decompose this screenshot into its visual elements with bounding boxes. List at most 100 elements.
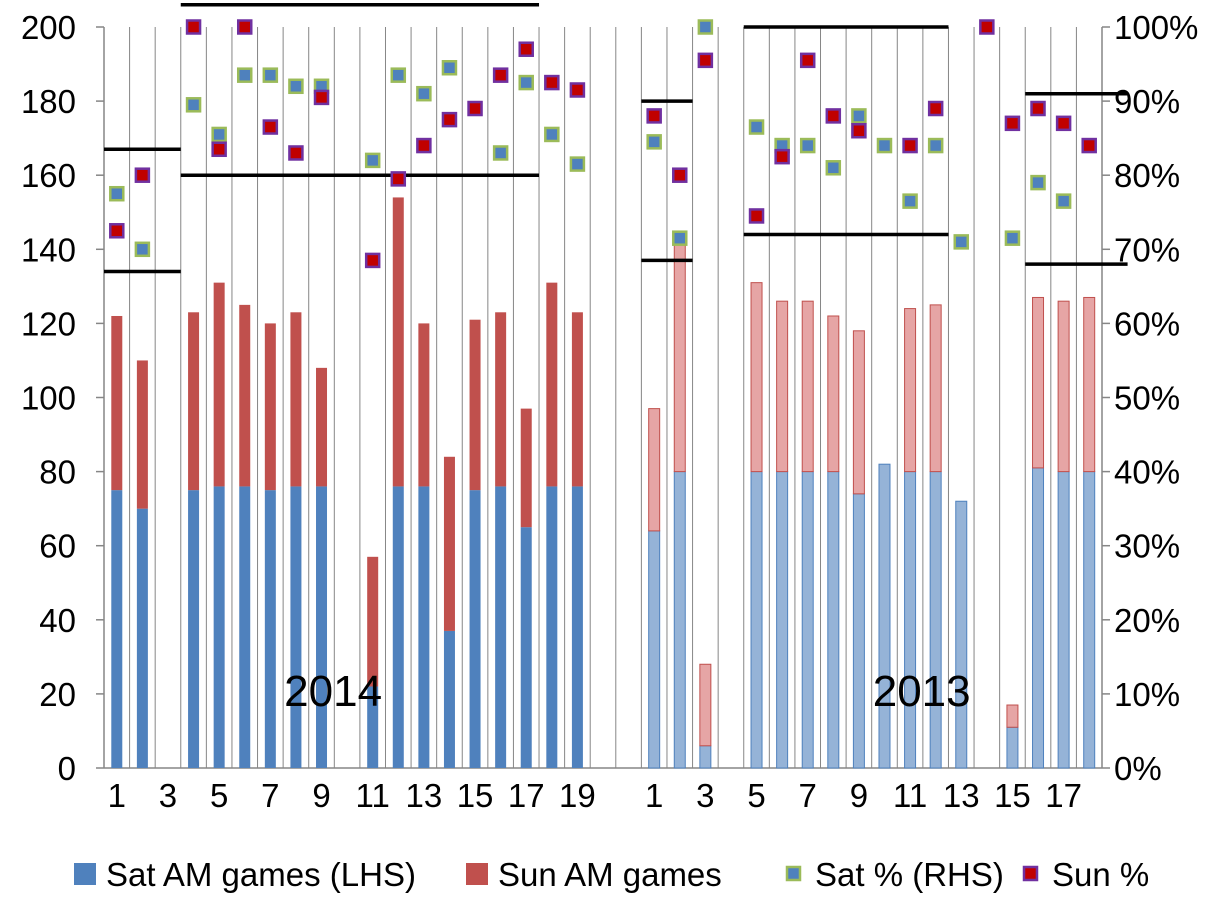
bar-sun: [495, 312, 507, 487]
marker-sat-pct: [441, 60, 458, 76]
marker-sat-pct: [799, 137, 816, 154]
left-tick-label: 160: [21, 157, 76, 194]
right-tick-label: 50%: [1114, 380, 1180, 417]
marker-sat-pct: [185, 97, 202, 113]
left-tick-label: 40: [39, 602, 76, 639]
marker-sat-pct: [492, 145, 509, 161]
bar-sun: [290, 312, 302, 487]
marker-sun-pct: [851, 122, 867, 139]
bar-sat: [188, 490, 200, 768]
right-tick-label: 10%: [1114, 676, 1180, 713]
marker-sun-pct: [799, 52, 816, 69]
bar-sun: [188, 312, 200, 491]
bar-sat: [264, 490, 276, 768]
bar-sat: [827, 471, 840, 769]
legend-swatch: [74, 863, 96, 885]
marker-sat-pct: [390, 67, 407, 83]
marker-sat-pct: [1004, 230, 1021, 246]
bar-sun: [469, 319, 481, 491]
left-tick-label: 140: [21, 231, 76, 268]
bar-sat: [469, 490, 481, 768]
right-tick-label: 80%: [1114, 157, 1180, 194]
bar-sat: [904, 471, 917, 769]
marker-sun-pct: [492, 67, 509, 83]
right-tick-label: 0%: [1114, 750, 1162, 787]
bar-sun: [1006, 704, 1019, 728]
bar-sat: [392, 486, 404, 768]
marker-sun-pct: [697, 52, 714, 69]
marker-sat-pct: [646, 134, 662, 150]
marker-sat-pct: [211, 126, 227, 143]
reference-lines: [104, 3, 1128, 274]
bar-sat: [776, 471, 789, 769]
bar-sun: [929, 304, 942, 473]
bar-sun: [648, 408, 661, 532]
marker-sun-pct: [467, 100, 483, 117]
bar-sat: [367, 686, 379, 768]
x-tick-label: 5: [210, 777, 228, 814]
marker-sun-pct: [364, 252, 381, 269]
left-tick-label: 0: [58, 750, 76, 787]
x-tick-label: 7: [261, 777, 279, 814]
marker-sun-pct: [262, 119, 279, 135]
bar-sun: [699, 663, 712, 747]
x-tick-label: 9: [312, 777, 330, 814]
marker-sun-pct: [236, 19, 253, 35]
bar-sat: [1083, 471, 1096, 769]
marker-sun-pct: [185, 19, 202, 35]
marker-sun-pct: [1030, 100, 1046, 117]
left-tick-label: 60: [39, 528, 76, 565]
bar-sat: [290, 486, 302, 768]
bar-sun: [392, 197, 404, 487]
bar-sun: [443, 456, 455, 631]
marker-sun-pct: [979, 19, 995, 35]
marker-sun-pct: [1004, 115, 1021, 132]
marker-sun-pct: [109, 223, 125, 239]
marker-sun-pct: [390, 171, 407, 187]
marker-sat-pct: [748, 119, 765, 135]
bar-sun: [776, 300, 789, 473]
bar-sun: [827, 315, 840, 473]
bar-sat: [673, 471, 686, 769]
bar-sat: [929, 471, 942, 769]
left-tick-label: 20: [39, 676, 76, 713]
bar-sun: [1032, 296, 1045, 469]
legend-label: Sat % (RHS): [815, 856, 1004, 893]
legend-label: Sun %: [1052, 856, 1149, 893]
bar-sat: [213, 486, 225, 768]
x-tick-label: 13: [943, 777, 980, 814]
bar-sun: [264, 323, 276, 491]
marker-sun-pct: [646, 108, 662, 124]
bar-sun: [418, 323, 430, 487]
marker-sat-pct: [518, 74, 534, 91]
bar-sun: [673, 241, 686, 473]
marker-sat-pct: [262, 67, 279, 83]
bar-sat: [546, 486, 558, 768]
year-label: 2014: [284, 667, 382, 716]
bar-sat: [699, 745, 712, 769]
x-tick-label: 11: [893, 777, 927, 814]
marker-sat-pct: [569, 156, 586, 172]
legend-marker: [785, 865, 802, 882]
x-tick-label: 3: [696, 777, 714, 814]
bar-sun: [520, 408, 532, 528]
marker-sun-pct: [927, 100, 944, 117]
bar-sun: [1057, 300, 1070, 473]
x-tick-label: 17: [508, 777, 545, 814]
bar-sun: [852, 330, 865, 495]
bar-sat: [1006, 726, 1019, 769]
marker-sun-pct: [748, 208, 765, 224]
tick-labels: 0 20 40 60 80 100 120 140 160 180 200 0% 10% 20% 30% 40…: [21, 9, 1198, 814]
right-tick-label: 20%: [1114, 602, 1180, 639]
bar-sun: [904, 308, 917, 473]
right-tick-label: 40%: [1114, 454, 1180, 491]
x-tick-label: 15: [457, 777, 494, 814]
x-tick-label: 1: [645, 777, 663, 814]
left-tick-label: 100: [21, 380, 76, 417]
year-label: 2013: [873, 667, 971, 716]
bar-sat: [1032, 467, 1045, 769]
bar-sat: [571, 486, 583, 768]
legend-label: Sat AM games (LHS): [106, 856, 416, 893]
marker-sat-pct: [416, 85, 432, 102]
marker-sun-pct: [134, 167, 151, 183]
